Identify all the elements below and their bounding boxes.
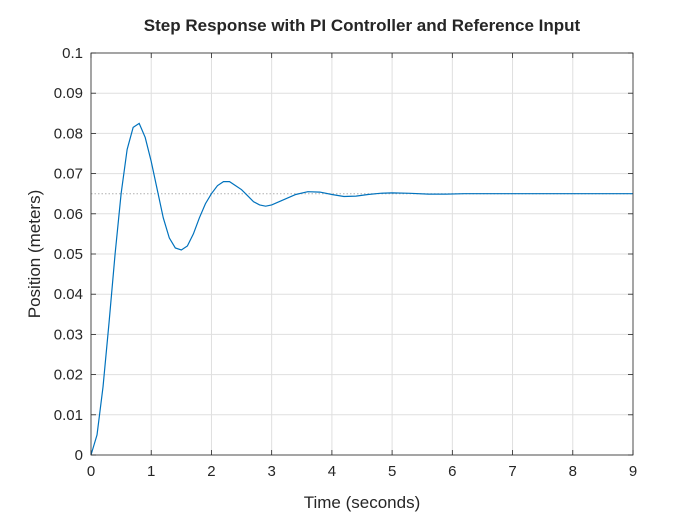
series-line-position	[90, 122, 633, 456]
y-tick-label: 0.09	[54, 85, 83, 102]
y-tick-label: 0.1	[62, 45, 83, 62]
y-axis-label: Position (meters)	[25, 190, 44, 318]
y-tick-label: 0.02	[54, 367, 83, 384]
x-tick-label: 5	[388, 463, 396, 480]
y-tick-label: 0.07	[54, 166, 83, 183]
y-tick-label: 0.08	[54, 125, 83, 142]
x-tick-label: 8	[569, 463, 577, 480]
x-tick-label: 1	[147, 463, 155, 480]
y-tick-label: 0.05	[54, 246, 83, 263]
x-tick-label: 2	[207, 463, 215, 480]
x-axis-label: Time (seconds)	[304, 493, 421, 512]
x-tick-label: 4	[328, 463, 336, 480]
axis-ticks: 0 1 2 3 4 5 6 7 8 9 0 0.01 0.02 0.03 0.04 0.05 0.06 0.07 0…	[54, 45, 637, 480]
y-tick-label: 0	[75, 447, 83, 464]
x-tick-label: 0	[87, 463, 95, 480]
x-tick-label: 7	[508, 463, 516, 480]
y-tick-label: 0.01	[54, 407, 83, 424]
y-tick-label: 0.06	[54, 206, 83, 223]
chart-title: Step Response with PI Controller and Ref…	[144, 16, 581, 35]
x-tick-label: 9	[629, 463, 637, 480]
y-tick-label: 0.04	[54, 286, 83, 303]
y-tick-label: 0.03	[54, 326, 83, 343]
x-tick-label: 6	[448, 463, 456, 480]
x-tick-label: 3	[267, 463, 275, 480]
